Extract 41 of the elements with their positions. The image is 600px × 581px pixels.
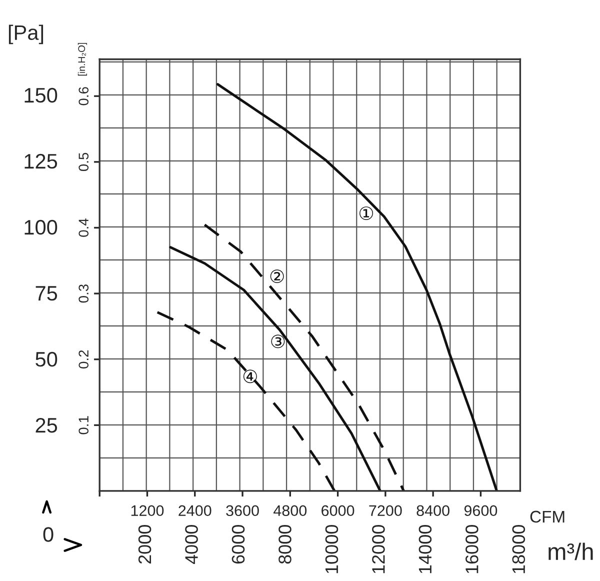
y2-axis-title: [in.H₂O] xyxy=(78,42,87,76)
y-tick-label: 25 xyxy=(36,418,58,433)
y2-tick-label: 0.5 xyxy=(78,152,89,172)
y-axis-title: [Pa] xyxy=(8,24,44,44)
x-tick-label: 9600 xyxy=(464,505,498,516)
x2-tick-label: 12000 xyxy=(372,524,385,574)
series-label: ① xyxy=(360,206,374,220)
x2-tick-label: 4000 xyxy=(185,524,198,564)
x2-tick-label: 10000 xyxy=(325,524,338,574)
y2-tick-label: 0.6 xyxy=(78,87,89,106)
y-tick-label: 150 xyxy=(24,88,58,103)
x-tick-label: 6000 xyxy=(322,505,354,516)
series-label: ② xyxy=(270,269,284,283)
x-tick-label: 8400 xyxy=(416,505,450,516)
y-tick-label: 100 xyxy=(24,220,58,235)
y2-tick-label: 0.1 xyxy=(78,416,89,434)
x-tick-label: 1200 xyxy=(131,505,164,516)
x-tick-label: 3600 xyxy=(226,505,259,516)
series-label: ④ xyxy=(243,370,257,384)
x-tick-label: 4800 xyxy=(274,505,307,516)
y2-tick-label: 0.3 xyxy=(78,284,89,303)
x2-tick-label: 8000 xyxy=(278,524,292,564)
text: 0 xyxy=(43,527,54,542)
y2-tick-label: 0.2 xyxy=(78,350,89,368)
series-label: ③ xyxy=(271,334,285,348)
x2-axis-title: m³/h xyxy=(548,542,593,560)
x-axis-title: CFM xyxy=(530,510,564,523)
y2-tick-label: 0.4 xyxy=(78,218,89,237)
line-series xyxy=(203,224,405,491)
x2-tick-label: 18000 xyxy=(512,524,526,574)
x2-tick-label: 2000 xyxy=(138,524,152,564)
x2-tick-label: 16000 xyxy=(466,524,478,574)
line-series xyxy=(216,83,498,491)
y-tick-label: 50 xyxy=(36,352,58,367)
x-tick-label: 2400 xyxy=(178,505,212,516)
y-tick-label: 75 xyxy=(36,286,58,301)
y-tick-label: 125 xyxy=(24,154,58,169)
line-series xyxy=(169,246,382,491)
line-series xyxy=(156,310,336,491)
x2-tick-label: 14000 xyxy=(418,524,432,574)
x-tick-label: 7200 xyxy=(369,505,402,516)
